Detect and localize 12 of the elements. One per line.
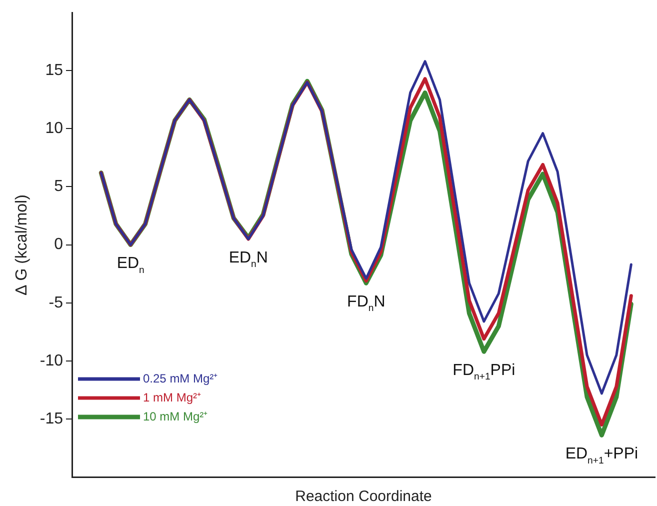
y-tick-label: 0	[54, 236, 64, 254]
text: 10 mM Mg²⁺	[143, 409, 208, 424]
text: 1 mM Mg²⁺	[143, 390, 201, 404]
y-tick-label: 15	[45, 62, 64, 80]
y-tick-label: -10	[40, 352, 64, 370]
text: 0.25 mM Mg²⁺	[143, 371, 218, 386]
y-tick-label: 10	[45, 120, 64, 138]
x-axis-title: Reaction Coordinate	[295, 488, 432, 506]
y-axis-title: ∆ G (kcal/mol)	[13, 194, 30, 296]
y-tick-label: -15	[40, 410, 64, 428]
y-tick-label: -5	[48, 294, 64, 312]
y-tick-label: 5	[54, 178, 64, 196]
